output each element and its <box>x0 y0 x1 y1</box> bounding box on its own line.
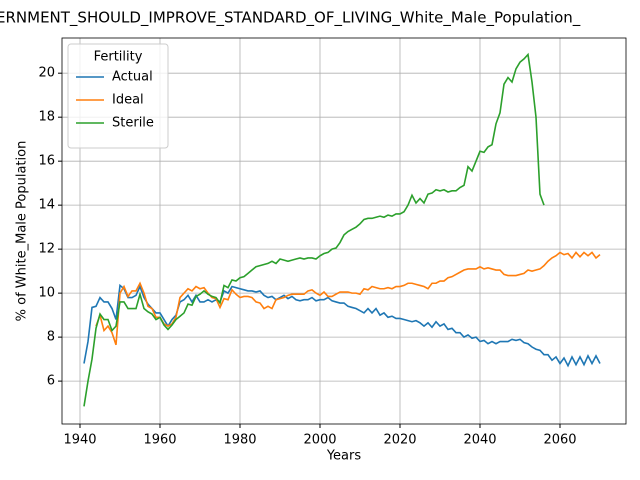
legend-label: Sterile <box>112 116 154 131</box>
y-tick-label: 6 <box>47 374 55 389</box>
x-tick-label: 1940 <box>63 433 96 448</box>
x-axis-label: Years <box>326 449 362 464</box>
chart-title: ERNMENT_SHOULD_IMPROVE_STANDARD_OF_LIVIN… <box>0 9 581 28</box>
plot-frame <box>61 37 627 425</box>
x-tick-label: 1980 <box>223 433 256 448</box>
y-tick-label: 20 <box>38 66 55 81</box>
line <box>83 283 601 368</box>
y-tick-label: 16 <box>38 154 55 169</box>
y-axis-label: % of White_Male Population <box>15 141 30 322</box>
x-tick-label: 2000 <box>303 433 336 448</box>
y-tick-label: 8 <box>47 330 55 345</box>
y-tick-label: 12 <box>38 242 55 257</box>
x-tick-label: 1960 <box>143 433 176 448</box>
x-tick-label: 2060 <box>543 433 576 448</box>
line <box>83 52 545 407</box>
legend-title: Fertility <box>94 50 143 65</box>
legend-box <box>67 43 169 149</box>
y-tick-label: 18 <box>38 110 55 125</box>
line <box>95 251 601 346</box>
x-tick-label: 2040 <box>463 433 496 448</box>
y-tick-label: 14 <box>38 198 55 213</box>
legend-label: Actual <box>112 70 153 85</box>
legend-label: Ideal <box>112 93 144 108</box>
x-tick-label: 2020 <box>383 433 416 448</box>
y-tick-label: 10 <box>38 286 55 301</box>
